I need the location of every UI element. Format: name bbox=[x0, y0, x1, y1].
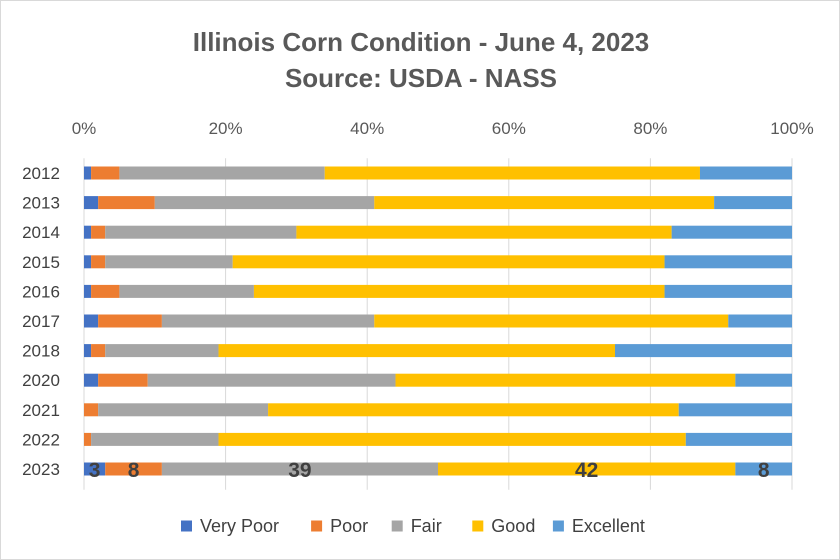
y-tick-label: 2020 bbox=[22, 371, 60, 390]
bar-poor bbox=[91, 225, 106, 239]
y-tick-label: 2017 bbox=[22, 312, 60, 331]
x-tick-label: 80% bbox=[633, 119, 667, 138]
bar-fair bbox=[91, 432, 219, 446]
bar-poor bbox=[98, 196, 155, 210]
y-tick-label: 2018 bbox=[22, 342, 60, 361]
legend-label: Good bbox=[491, 516, 535, 536]
x-tick-label: 60% bbox=[492, 119, 526, 138]
legend-item-excellent: Excellent bbox=[552, 516, 645, 536]
bar-good bbox=[374, 314, 729, 328]
y-axis-ticks: 2012 2013 2014 2015 2016 2017 2018 2020 2021 2022… bbox=[22, 164, 60, 479]
bar-excellent bbox=[615, 344, 792, 358]
y-tick-label: 2023 bbox=[22, 460, 60, 479]
bar-good bbox=[324, 166, 700, 180]
bar-excellent bbox=[735, 462, 792, 476]
legend-label: Fair bbox=[411, 516, 442, 536]
legend-label: Very Poor bbox=[200, 516, 279, 536]
bar-poor bbox=[98, 373, 148, 387]
bar-good bbox=[268, 403, 679, 417]
y-tick-label: 2015 bbox=[22, 253, 60, 272]
x-tick-label: 0% bbox=[72, 119, 97, 138]
bar-excellent bbox=[699, 166, 792, 180]
chart-subtitle: Source: USDA - NASS bbox=[285, 63, 557, 93]
legend-label: Poor bbox=[330, 516, 368, 536]
data-label: 3 bbox=[89, 459, 101, 482]
bar-excellent bbox=[735, 373, 792, 387]
bar-fair bbox=[105, 255, 233, 269]
legend-label: Excellent bbox=[572, 516, 645, 536]
bar-very-poor bbox=[84, 284, 92, 298]
data-label: 8 bbox=[128, 459, 140, 482]
bar-poor bbox=[84, 403, 99, 417]
bar-very-poor bbox=[84, 373, 99, 387]
legend-item-very-poor: Very Poor bbox=[181, 516, 279, 536]
legend: Very Poor Poor Fair Good Excellent bbox=[181, 516, 645, 536]
legend-item-good: Good bbox=[472, 516, 535, 536]
bar-poor bbox=[91, 284, 120, 298]
bar-good bbox=[253, 284, 665, 298]
bar-excellent bbox=[671, 225, 792, 239]
bar-fair bbox=[154, 196, 375, 210]
bar-very-poor bbox=[84, 255, 92, 269]
bar-good bbox=[374, 196, 715, 210]
legend-swatch bbox=[311, 520, 323, 532]
y-tick-label: 2012 bbox=[22, 164, 60, 183]
bar-good bbox=[395, 373, 736, 387]
x-tick-label: 100% bbox=[770, 119, 813, 138]
data-label: 8 bbox=[758, 459, 770, 482]
bar-excellent bbox=[678, 403, 792, 417]
bar-fair bbox=[105, 225, 297, 239]
bars bbox=[84, 166, 792, 476]
y-tick-label: 2013 bbox=[22, 194, 60, 213]
bar-fair bbox=[98, 403, 269, 417]
y-tick-label: 2022 bbox=[22, 430, 60, 449]
bar-fair bbox=[161, 462, 438, 476]
x-axis-ticks: 0% 20% 40% 60% 80% 100% bbox=[72, 119, 814, 138]
x-tick-label: 20% bbox=[209, 119, 243, 138]
bar-very-poor bbox=[84, 196, 99, 210]
bar-good bbox=[232, 255, 665, 269]
legend-swatch bbox=[391, 520, 403, 532]
legend-swatch bbox=[472, 520, 484, 532]
data-labels: 3 8 39 42 8 bbox=[89, 459, 770, 482]
bar-very-poor bbox=[84, 225, 92, 239]
bar-excellent bbox=[728, 314, 792, 328]
bar-fair bbox=[119, 284, 254, 298]
bar-very-poor bbox=[84, 462, 106, 476]
bar-fair bbox=[105, 344, 219, 358]
bar-poor bbox=[98, 314, 162, 328]
bar-excellent bbox=[714, 196, 792, 210]
bar-good bbox=[438, 462, 736, 476]
bar-poor bbox=[84, 432, 92, 446]
bar-poor bbox=[91, 166, 120, 180]
legend-item-fair: Fair bbox=[391, 516, 442, 536]
bar-poor bbox=[91, 255, 106, 269]
bar-excellent bbox=[664, 255, 792, 269]
bar-excellent bbox=[664, 284, 792, 298]
data-label: 39 bbox=[288, 459, 311, 482]
bar-very-poor bbox=[84, 344, 92, 358]
bar-very-poor bbox=[84, 166, 92, 180]
bar-very-poor bbox=[84, 314, 99, 328]
bar-good bbox=[218, 344, 615, 358]
legend-swatch bbox=[181, 520, 192, 532]
y-tick-label: 2016 bbox=[22, 282, 60, 301]
data-label: 42 bbox=[575, 459, 598, 482]
y-tick-label: 2014 bbox=[22, 223, 60, 242]
bar-fair bbox=[161, 314, 375, 328]
bar-fair bbox=[147, 373, 396, 387]
x-tick-label: 40% bbox=[350, 119, 384, 138]
legend-swatch bbox=[552, 520, 564, 532]
bar-poor bbox=[105, 462, 162, 476]
legend-item-poor: Poor bbox=[311, 516, 368, 536]
bar-fair bbox=[119, 166, 325, 180]
y-tick-label: 2021 bbox=[22, 401, 60, 420]
bar-good bbox=[218, 432, 686, 446]
bar-excellent bbox=[685, 432, 792, 446]
bar-good bbox=[296, 225, 672, 239]
bar-poor bbox=[91, 344, 106, 358]
chart-title: Illinois Corn Condition - June 4, 2023 bbox=[193, 27, 650, 57]
